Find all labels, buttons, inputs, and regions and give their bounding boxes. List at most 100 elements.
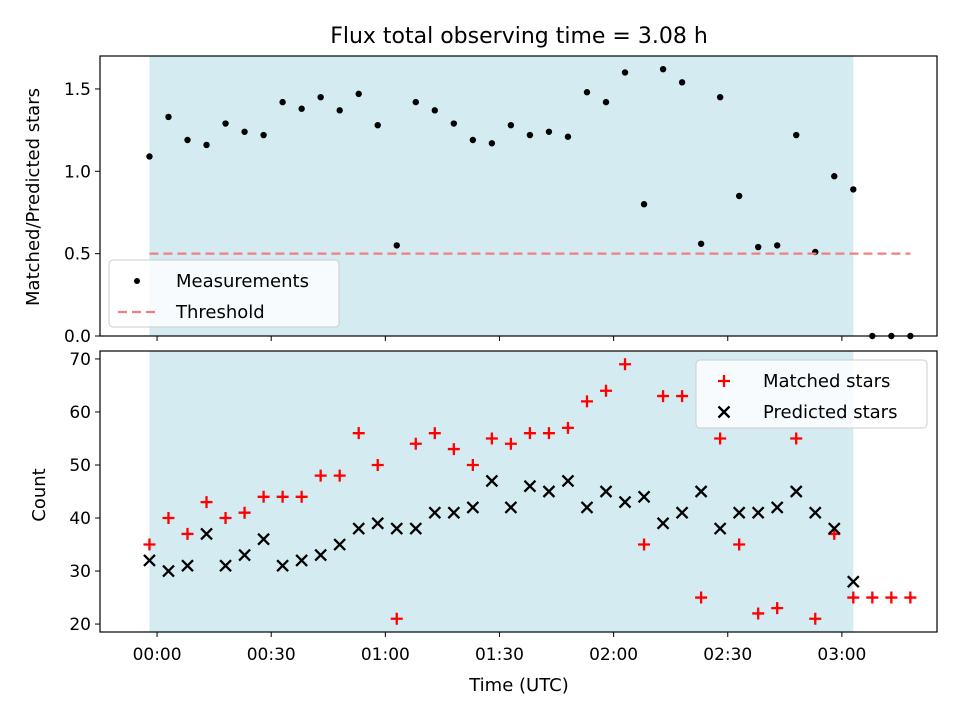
matched-star-point — [352, 427, 365, 440]
matched-star-point — [904, 591, 917, 604]
matched-star-point — [390, 612, 403, 625]
measurement-point — [165, 113, 172, 121]
legend-label: Measurements — [176, 271, 309, 292]
predicted-star-point — [618, 495, 632, 509]
legend-marker — [718, 375, 730, 387]
measurement-point — [203, 141, 210, 149]
predicted-star-point — [276, 559, 289, 573]
predicted-star-point — [846, 575, 860, 588]
matched-star-point — [733, 538, 746, 551]
legend-box — [695, 359, 928, 429]
predicted-star-point — [333, 538, 346, 551]
measurement-point — [450, 120, 458, 127]
y-tick-label: 40 — [69, 509, 91, 529]
matched-star-point — [485, 432, 498, 445]
predicted-star-point — [219, 559, 232, 573]
y-tick-label: 30 — [69, 562, 91, 582]
predicted-star-point — [485, 474, 499, 488]
predicted-star-point — [504, 501, 518, 514]
predicted-star-point — [466, 501, 480, 514]
matched-star-point — [257, 490, 270, 503]
y-tick-label: 1.0 — [64, 162, 91, 182]
legend-label: Threshold — [175, 302, 265, 323]
x-tick-label: 02:00 — [589, 645, 638, 665]
predicted-star-point — [352, 522, 366, 535]
predicted-star-point — [637, 490, 651, 504]
y-tick-label: 0.0 — [64, 327, 91, 347]
measurement-point — [793, 131, 800, 139]
matched-star-point — [885, 591, 898, 604]
legend-marker — [717, 405, 731, 419]
predicted-star-point — [371, 516, 385, 530]
matched-star-point — [162, 512, 175, 525]
predicted-star-point — [409, 522, 423, 535]
y-tick-label: 70 — [69, 350, 91, 370]
predicted-star-point — [599, 485, 613, 498]
y-tick-label: 1.5 — [64, 80, 91, 100]
predicted-star-point — [751, 506, 765, 520]
matched-star-point — [466, 458, 479, 471]
predicted-star-point — [390, 522, 404, 535]
measurement-point — [850, 186, 857, 193]
y-tick-label: 0.5 — [64, 245, 91, 265]
measurement-point — [774, 242, 781, 249]
legend-label: Matched stars — [763, 371, 890, 392]
matched-star-point — [771, 602, 784, 615]
x-tick-label: 02:30 — [703, 645, 752, 665]
matched-star-point — [181, 527, 194, 540]
measurement-point — [507, 121, 515, 129]
legend-box — [108, 259, 340, 328]
predicted-star-point — [808, 506, 822, 520]
measurement-point — [241, 128, 248, 135]
measurement-point — [545, 128, 553, 135]
measurement-point — [317, 93, 324, 101]
measurement-point — [184, 136, 191, 144]
matched-star-point — [523, 427, 536, 440]
matched-star-point — [219, 512, 232, 525]
measurement-point — [279, 98, 286, 106]
measurement-point — [469, 136, 477, 144]
predicted-star-point — [580, 501, 594, 514]
matched-star-point — [638, 538, 651, 551]
matched-star-point — [409, 437, 422, 450]
legend-ratio-panel: Measurements Threshold — [108, 259, 340, 328]
predicted-star-point — [314, 548, 327, 562]
y-tick-label: 60 — [69, 403, 91, 423]
predicted-star-point — [656, 516, 670, 530]
measurement-point — [659, 65, 667, 73]
measurement-point — [355, 90, 362, 98]
measurement-point — [602, 98, 610, 106]
y-axis-label-count: Count — [29, 468, 50, 521]
chart-title: Flux total observing time = 3.08 h — [330, 24, 708, 49]
star-count-panel: 20 30 40 50 60 70 00:00 00:30 01:00 01:30 02:00 02:… — [69, 350, 938, 665]
measurement-point — [697, 240, 705, 247]
matched-star-point — [295, 490, 308, 503]
x-tick-label: 03:00 — [817, 645, 866, 665]
matched-star-point — [600, 384, 613, 397]
predicted-star-point — [732, 506, 746, 520]
matched-star-point — [200, 496, 213, 509]
x-tick-label: 00:00 — [133, 645, 182, 665]
measurement-point — [716, 93, 724, 101]
matched-star-point — [866, 591, 879, 604]
y-tick-label: 20 — [69, 615, 91, 635]
predicted-star-point — [523, 479, 537, 493]
measurement-point — [678, 79, 686, 86]
matched-star-point — [428, 427, 441, 440]
predicted-star-point — [770, 501, 784, 514]
matched-star-point — [695, 591, 708, 604]
predicted-star-point — [542, 485, 556, 498]
legend-marker — [134, 278, 140, 284]
measurement-point — [336, 107, 343, 114]
x-axis-label: Time (UTC) — [468, 675, 569, 696]
y-tick-label: 50 — [69, 456, 91, 476]
measurement-point — [526, 131, 534, 139]
predicted-star-point — [789, 485, 803, 498]
predicted-star-point — [162, 564, 175, 578]
measurement-point — [583, 89, 591, 96]
predicted-star-point — [181, 559, 194, 573]
axes-frame — [99, 55, 938, 337]
predicted-star-point — [238, 548, 251, 562]
measurement-point — [146, 153, 153, 160]
